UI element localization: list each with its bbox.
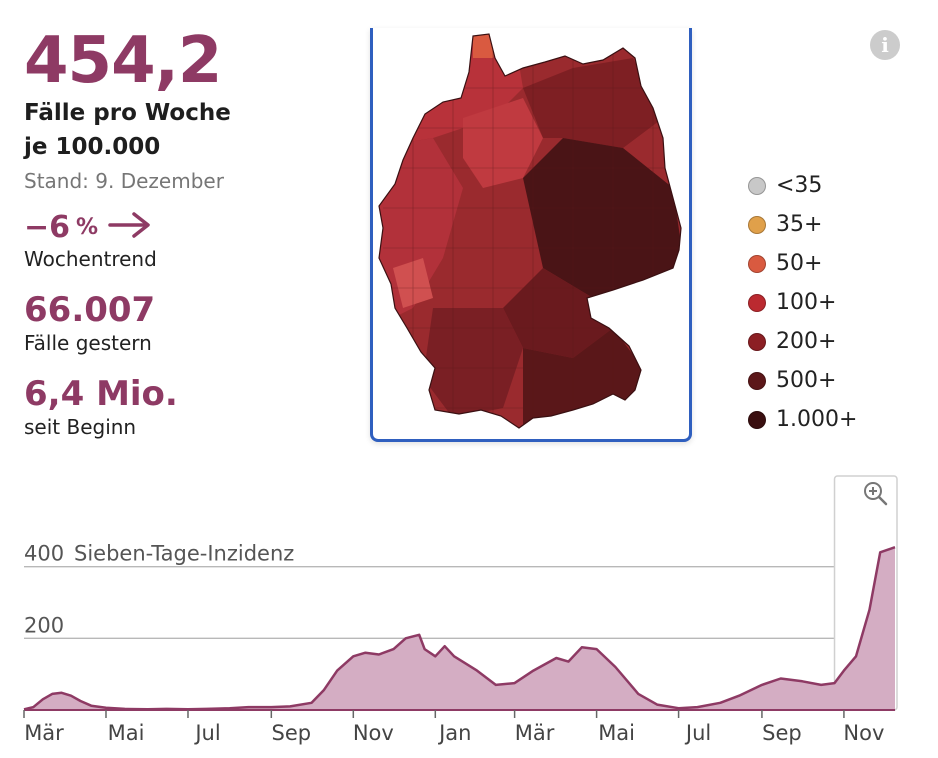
incidence-value: 454,2 — [24, 24, 222, 98]
x-tick-label: Mai — [108, 721, 145, 745]
legend-swatch — [748, 293, 766, 312]
cases-yesterday-value: 66.007 — [24, 290, 156, 330]
x-tick-label: Sep — [272, 721, 312, 745]
legend-label: 500+ — [776, 368, 837, 393]
trend-value: −6 — [24, 209, 71, 245]
x-tick-label: Nov — [843, 721, 884, 745]
x-tick-label: Mär — [515, 721, 555, 745]
trend-label: Wochentrend — [24, 247, 157, 271]
legend-label: 35+ — [776, 212, 823, 237]
germany-map[interactable] — [373, 28, 689, 439]
stats-panel: 454,2 Fälle pro Woche je 100.000 Stand: … — [24, 28, 354, 440]
legend-item: 200+ — [748, 322, 857, 361]
legend-swatch — [748, 410, 766, 429]
x-tick-label: Jul — [684, 721, 711, 745]
total-cases-value: 6,4 Mio. — [24, 374, 178, 414]
arrow-right-icon — [108, 211, 152, 243]
legend-item: 500+ — [748, 361, 857, 400]
legend-label: 200+ — [776, 329, 837, 354]
legend-item: 100+ — [748, 283, 857, 322]
map-legend: <35 35+ 50+ 100+ 200+ 500+ 1.000+ — [748, 166, 857, 439]
x-axis-ticks: Mär Mai Jul Sep Nov Jan Mär Mai Jul Sep Nov — [23, 710, 884, 745]
incidence-area — [24, 547, 895, 710]
y-tick-label: 200 — [24, 613, 64, 637]
legend-swatch — [748, 332, 766, 351]
incidence-label-2: je 100.000 — [24, 134, 161, 160]
total-cases-label: seit Beginn — [24, 415, 137, 439]
incidence-label-1: Fälle pro Woche — [24, 100, 231, 126]
legend-item: 35+ — [748, 205, 857, 244]
legend-swatch — [748, 371, 766, 390]
y-axis-ticks: 200 400 — [24, 542, 64, 638]
legend-item: 50+ — [748, 244, 857, 283]
germany-map-card[interactable] — [370, 28, 692, 442]
incidence-line — [23, 546, 896, 711]
trend-row: −6 % — [24, 208, 354, 246]
legend-label: 1.000+ — [776, 407, 858, 432]
incidence-chart[interactable]: Sieben-Tage-Inzidenz 200 400 Mär Mai Jul Sep… — [0, 470, 938, 758]
legend-swatch — [748, 254, 766, 273]
chart-grid — [24, 566, 895, 639]
legend-swatch — [748, 215, 766, 234]
y-axis-label: Sieben-Tage-Inzidenz — [74, 542, 294, 566]
legend-label: <35 — [776, 173, 823, 198]
x-tick-label: Jan — [437, 721, 471, 745]
x-tick-label: Nov — [353, 721, 394, 745]
info-icon[interactable]: i — [870, 30, 900, 60]
legend-item: <35 — [748, 166, 857, 205]
x-tick-label: Sep — [762, 721, 802, 745]
legend-label: 50+ — [776, 251, 823, 276]
x-tick-label: Mai — [598, 721, 635, 745]
x-tick-label: Mär — [24, 721, 64, 745]
x-tick-label: Jul — [193, 721, 220, 745]
y-tick-label: 400 — [24, 542, 64, 566]
legend-swatch — [748, 176, 766, 195]
stand-date: Stand: 9. Dezember — [24, 169, 224, 193]
trend-unit: % — [76, 214, 99, 240]
zoom-in-icon[interactable] — [864, 482, 888, 506]
cases-yesterday-label: Fälle gestern — [24, 331, 152, 355]
legend-item: 1.000+ — [748, 400, 857, 439]
legend-label: 100+ — [776, 290, 837, 315]
